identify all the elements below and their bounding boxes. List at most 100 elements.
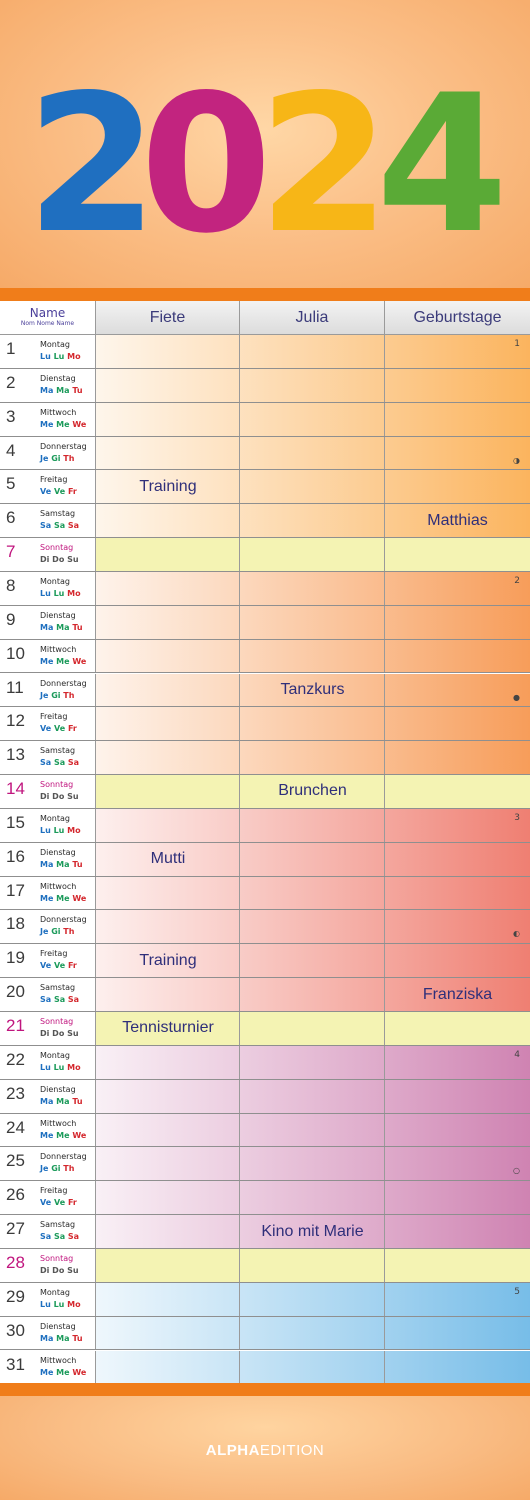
entry-cell[interactable] bbox=[96, 1181, 240, 1215]
entry-cell[interactable] bbox=[240, 808, 385, 842]
entry-cell[interactable] bbox=[240, 842, 385, 876]
entry-cell[interactable] bbox=[96, 1350, 240, 1384]
entry-cell[interactable] bbox=[240, 538, 385, 571]
calendar-entry[interactable]: Matthias bbox=[427, 511, 488, 529]
entry-cell[interactable] bbox=[240, 1147, 385, 1181]
entry-cell[interactable] bbox=[385, 876, 530, 910]
entry-cell[interactable] bbox=[240, 1215, 385, 1248]
entry-cell[interactable] bbox=[96, 1012, 240, 1045]
entry-cell[interactable] bbox=[385, 470, 530, 504]
entry-cell[interactable] bbox=[96, 639, 240, 673]
entry-cell[interactable] bbox=[385, 436, 530, 470]
entry-cell[interactable] bbox=[240, 504, 385, 538]
entry-cell[interactable] bbox=[385, 1181, 530, 1215]
entry-cell[interactable] bbox=[240, 1012, 385, 1045]
entry-cell[interactable] bbox=[385, 910, 530, 944]
entry-cell[interactable] bbox=[385, 707, 530, 741]
entry-cell[interactable] bbox=[240, 1079, 385, 1113]
entry-cell[interactable] bbox=[96, 1147, 240, 1181]
entry-cell[interactable] bbox=[96, 1215, 240, 1248]
entry-cell[interactable] bbox=[240, 1045, 385, 1079]
entry-cell[interactable] bbox=[385, 335, 530, 368]
entry-cell[interactable] bbox=[96, 944, 240, 978]
entry-cell[interactable] bbox=[385, 504, 530, 538]
calendar-entry[interactable]: Tennisturnier bbox=[122, 1019, 214, 1037]
entry-cell[interactable] bbox=[96, 1248, 240, 1282]
entry-cell[interactable] bbox=[96, 1316, 240, 1350]
calendar-entry[interactable]: Mutti bbox=[150, 850, 186, 868]
entry-cell[interactable] bbox=[96, 978, 240, 1011]
calendar-entry[interactable]: Training bbox=[139, 951, 197, 969]
entry-cell[interactable] bbox=[385, 1350, 530, 1384]
calendar-entry[interactable]: Training bbox=[139, 477, 197, 495]
entry-cell[interactable] bbox=[385, 1079, 530, 1113]
entry-cell[interactable] bbox=[385, 368, 530, 402]
entry-cell[interactable] bbox=[96, 1282, 240, 1316]
entry-cell[interactable] bbox=[385, 538, 530, 571]
entry-cell[interactable] bbox=[385, 808, 530, 842]
entry-cell[interactable] bbox=[385, 1282, 530, 1316]
entry-cell[interactable] bbox=[96, 842, 240, 876]
entry-cell[interactable] bbox=[96, 571, 240, 605]
calendar-entry[interactable]: Kino mit Marie bbox=[261, 1222, 364, 1240]
column-header-3[interactable]: Geburtstage bbox=[385, 301, 530, 334]
entry-cell[interactable] bbox=[240, 707, 385, 741]
entry-cell[interactable] bbox=[240, 402, 385, 436]
entry-cell[interactable] bbox=[385, 1045, 530, 1079]
entry-cell[interactable] bbox=[240, 741, 385, 775]
entry-cell[interactable] bbox=[96, 504, 240, 538]
entry-cell[interactable] bbox=[385, 1215, 530, 1248]
entry-cell[interactable] bbox=[96, 910, 240, 944]
entry-cell[interactable] bbox=[385, 1012, 530, 1045]
entry-cell[interactable] bbox=[385, 1113, 530, 1147]
entry-cell[interactable] bbox=[240, 368, 385, 402]
calendar-entry[interactable]: Franziska bbox=[422, 985, 493, 1003]
calendar-entry[interactable]: Tanzkurs bbox=[280, 680, 345, 698]
entry-cell[interactable] bbox=[96, 775, 240, 808]
column-header-1[interactable]: Fiete bbox=[96, 301, 240, 334]
entry-cell[interactable] bbox=[240, 571, 385, 605]
entry-cell[interactable] bbox=[96, 335, 240, 368]
entry-cell[interactable] bbox=[240, 1248, 385, 1282]
entry-cell[interactable] bbox=[385, 402, 530, 436]
entry-cell[interactable] bbox=[240, 1316, 385, 1350]
entry-cell[interactable] bbox=[240, 470, 385, 504]
entry-cell[interactable] bbox=[96, 808, 240, 842]
entry-cell[interactable] bbox=[96, 605, 240, 639]
entry-cell[interactable] bbox=[385, 741, 530, 775]
entry-cell[interactable] bbox=[240, 1113, 385, 1147]
entry-cell[interactable] bbox=[96, 1079, 240, 1113]
entry-cell[interactable] bbox=[385, 639, 530, 673]
entry-cell[interactable] bbox=[385, 571, 530, 605]
entry-cell[interactable] bbox=[385, 1147, 530, 1181]
calendar-entry[interactable]: Brunchen bbox=[278, 782, 347, 800]
entry-cell[interactable] bbox=[385, 1316, 530, 1350]
entry-cell[interactable] bbox=[240, 605, 385, 639]
entry-cell[interactable] bbox=[96, 436, 240, 470]
entry-cell[interactable] bbox=[96, 1113, 240, 1147]
entry-cell[interactable] bbox=[240, 876, 385, 910]
entry-cell[interactable] bbox=[240, 436, 385, 470]
entry-cell[interactable] bbox=[96, 707, 240, 741]
entry-cell[interactable] bbox=[385, 944, 530, 978]
entry-cell[interactable] bbox=[240, 639, 385, 673]
entry-cell[interactable] bbox=[240, 978, 385, 1011]
entry-cell[interactable] bbox=[96, 876, 240, 910]
entry-cell[interactable] bbox=[96, 538, 240, 571]
entry-cell[interactable] bbox=[96, 368, 240, 402]
entry-cell[interactable] bbox=[240, 673, 385, 707]
entry-cell[interactable] bbox=[96, 1045, 240, 1079]
entry-cell[interactable] bbox=[240, 335, 385, 368]
entry-cell[interactable] bbox=[96, 470, 240, 504]
entry-cell[interactable] bbox=[385, 605, 530, 639]
entry-cell[interactable] bbox=[96, 402, 240, 436]
entry-cell[interactable] bbox=[385, 1248, 530, 1282]
entry-cell[interactable] bbox=[240, 1282, 385, 1316]
entry-cell[interactable] bbox=[240, 910, 385, 944]
entry-cell[interactable] bbox=[96, 673, 240, 707]
entry-cell[interactable] bbox=[240, 1350, 385, 1384]
entry-cell[interactable] bbox=[385, 842, 530, 876]
entry-cell[interactable] bbox=[240, 944, 385, 978]
entry-cell[interactable] bbox=[240, 1181, 385, 1215]
entry-cell[interactable] bbox=[240, 775, 385, 808]
